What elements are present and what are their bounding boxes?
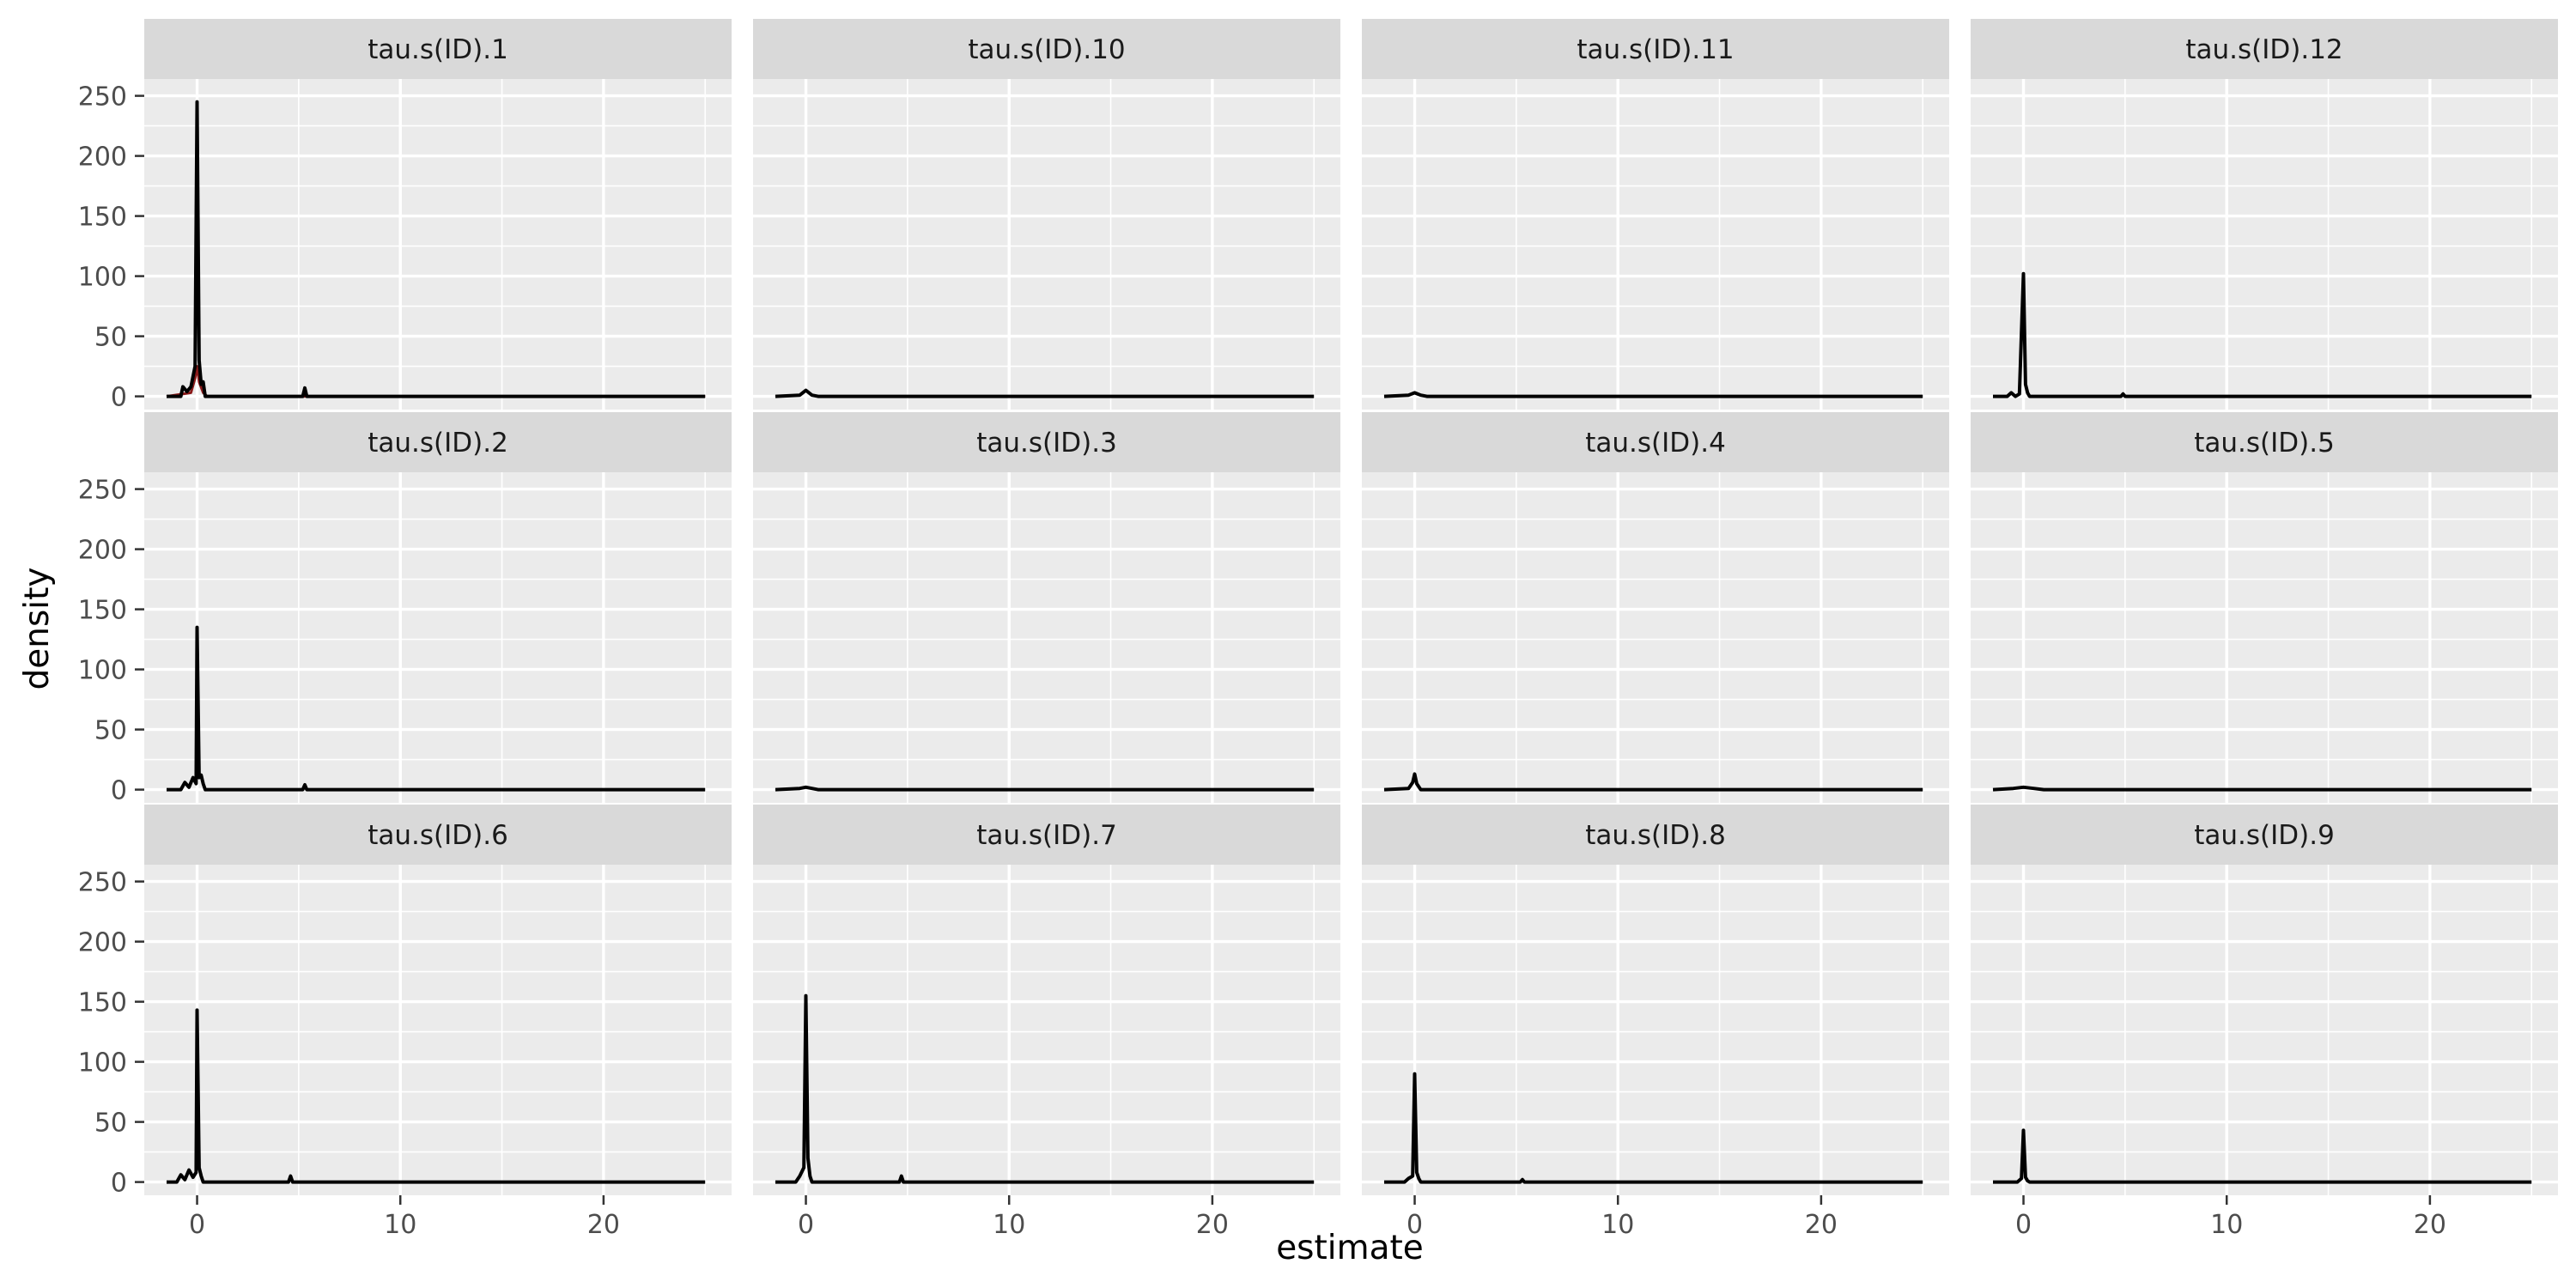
density-line [775, 785, 1315, 792]
facet-panel: tau.s(ID).12 [1971, 19, 2558, 410]
y-axes: 0 50 100 150 200 250 0 50 100 150 200 250 0 50 100 150 2… [78, 82, 144, 1199]
y-tick-label: 250 [78, 868, 127, 898]
facet-strip [144, 412, 732, 472]
panel-background [1362, 865, 1949, 1195]
panel-background [144, 472, 732, 803]
facet-panel: tau.s(ID).3 [753, 412, 1340, 803]
panel-background [1971, 79, 2558, 410]
facet-strip-label: tau.s(ID).6 [368, 820, 508, 851]
facet-strip [753, 805, 1340, 865]
density-line [1383, 772, 1923, 792]
y-tick-label: 150 [78, 596, 127, 626]
facet-strip [1362, 412, 1949, 472]
y-tick-label: 50 [94, 716, 127, 746]
density-line [167, 625, 706, 792]
y-tick-label: 0 [111, 383, 127, 413]
facet-strip-label: tau.s(ID).5 [2194, 428, 2335, 459]
facet-strip [1971, 19, 2558, 79]
facet-strip-label: tau.s(ID).7 [976, 820, 1117, 851]
facet-panel: tau.s(ID).11 [1362, 19, 1949, 410]
facet-strip [144, 19, 732, 79]
panel-background [753, 472, 1340, 803]
panel-background [1971, 865, 2558, 1195]
facet-strip [1362, 805, 1949, 865]
facet-panel: tau.s(ID).9 [1971, 805, 2558, 1195]
y-axis-title: density [18, 568, 57, 690]
x-tick-label: 0 [798, 1210, 814, 1240]
facet-panels: tau.s(ID).1 tau.s(ID).10 tau.s(ID).11 tau.s… [144, 19, 2558, 1195]
x-axes: 0 10 20 0 10 20 0 10 20 0 10 20 [189, 1195, 2446, 1240]
panel-background [753, 865, 1340, 1195]
x-tick-label: 20 [1196, 1210, 1229, 1240]
density-line [167, 100, 706, 398]
y-tick-label: 0 [111, 776, 127, 806]
facet-strip-label: tau.s(ID).12 [2185, 34, 2342, 65]
y-tick-label: 250 [78, 476, 127, 506]
y-tick-label: 50 [94, 1109, 127, 1139]
facet-strip-label: tau.s(ID).10 [968, 34, 1125, 65]
facet-strip-label: tau.s(ID).3 [976, 428, 1117, 459]
x-tick-label: 0 [189, 1210, 205, 1240]
density-line [1993, 1128, 2532, 1184]
panel-background [144, 79, 732, 410]
density-line [167, 1008, 706, 1184]
facet-strip [144, 805, 732, 865]
y-tick-label: 150 [78, 203, 127, 233]
facet-strip [753, 19, 1340, 79]
panel-background [144, 865, 732, 1195]
y-tick-label: 200 [78, 536, 127, 566]
panel-background [1362, 472, 1949, 803]
panel-grid [753, 472, 1340, 803]
panel-grid [1971, 79, 2558, 410]
density-line [1992, 785, 2532, 792]
x-tick-label: 20 [1805, 1210, 1838, 1240]
facet-panel: tau.s(ID).2 [144, 412, 732, 803]
y-tick-label: 100 [78, 656, 127, 686]
x-tick-label: 20 [587, 1210, 620, 1240]
y-tick-label: 200 [78, 928, 127, 958]
facet-strip-label: tau.s(ID).1 [368, 34, 508, 65]
density-line [775, 993, 1315, 1184]
facet-panel: tau.s(ID).10 [753, 19, 1340, 410]
panel-background [1362, 79, 1949, 410]
facet-panel: tau.s(ID).1 [144, 19, 732, 410]
facet-panel: tau.s(ID).8 [1362, 805, 1949, 1195]
y-tick-label: 150 [78, 988, 127, 1018]
density-line [1383, 391, 1923, 398]
y-tick-label: 200 [78, 143, 127, 173]
y-tick-label: 0 [111, 1169, 127, 1199]
panel-background [753, 79, 1340, 410]
x-tick-label: 0 [1406, 1210, 1423, 1240]
x-tick-label: 10 [384, 1210, 416, 1240]
x-tick-label: 10 [1601, 1210, 1634, 1240]
x-axis-title: estimate [1276, 1229, 1424, 1267]
facet-strip [1971, 805, 2558, 865]
x-tick-label: 0 [2015, 1210, 2032, 1240]
facet-strip-label: tau.s(ID).8 [1585, 820, 1726, 851]
y-tick-label: 100 [78, 1048, 127, 1078]
panel-grid [144, 865, 732, 1195]
panel-background [1971, 472, 2558, 803]
density-line [1384, 1072, 1923, 1184]
facet-strip [753, 412, 1340, 472]
facet-strip-label: tau.s(ID).9 [2194, 820, 2335, 851]
x-tick-label: 10 [2210, 1210, 2243, 1240]
facet-strip-label: tau.s(ID).2 [368, 428, 508, 459]
y-tick-label: 50 [94, 323, 127, 353]
density-line [1993, 271, 2532, 398]
facet-strip [1362, 19, 1949, 79]
x-tick-label: 10 [993, 1210, 1025, 1240]
facet-strip [1971, 412, 2558, 472]
density-line [775, 388, 1315, 398]
facet-panel: tau.s(ID).6 [144, 805, 732, 1195]
y-tick-label: 100 [78, 263, 127, 293]
facet-strip-label: tau.s(ID).4 [1585, 428, 1726, 459]
facet-panel: tau.s(ID).7 [753, 805, 1340, 1195]
facet-panel: tau.s(ID).5 [1971, 412, 2558, 803]
facet-panel: tau.s(ID).4 [1362, 412, 1949, 803]
y-tick-label: 250 [78, 82, 127, 112]
x-tick-label: 20 [2414, 1210, 2446, 1240]
facet-strip-label: tau.s(ID).11 [1577, 34, 1734, 65]
